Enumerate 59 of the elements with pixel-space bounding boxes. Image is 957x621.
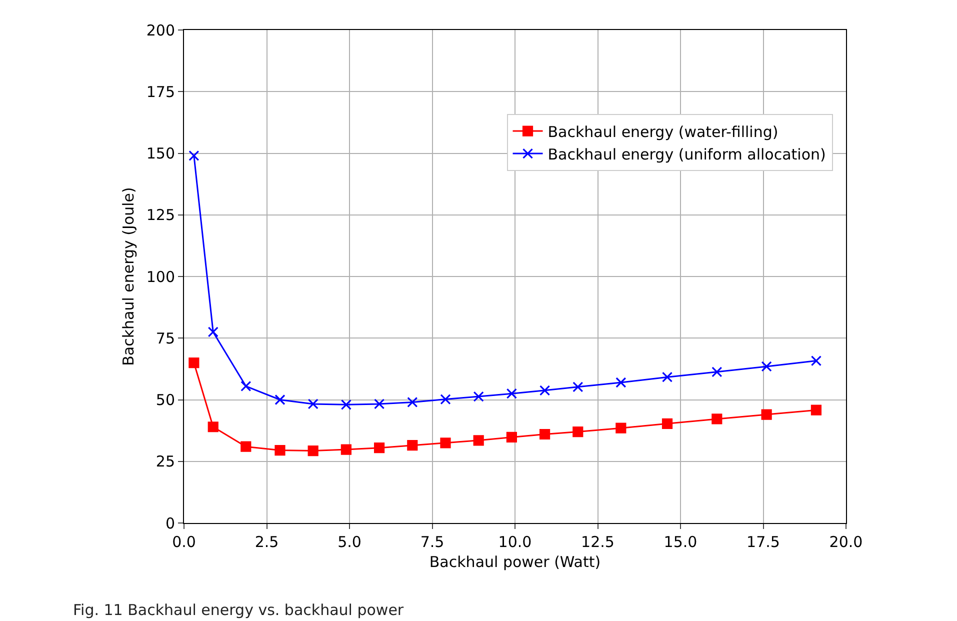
x-axis-title: Backhaul power (Watt)	[429, 553, 601, 571]
x-tick-label: 7.5	[420, 533, 444, 551]
x-tick-label: 5.0	[338, 533, 362, 551]
point	[240, 441, 252, 452]
y-tick-label: 150	[146, 144, 175, 162]
y-axis-title: Backhaul energy (Joule)	[120, 187, 138, 366]
point	[810, 404, 822, 416]
point	[274, 444, 286, 456]
point	[506, 432, 517, 443]
point	[308, 445, 318, 456]
point	[712, 366, 722, 378]
caption: Fig. 11 Backhaul energy vs. backhaul power	[73, 601, 404, 619]
point	[188, 357, 200, 368]
point	[208, 422, 218, 432]
legend-label: Backhaul energy (water-filling)	[548, 122, 778, 141]
point	[274, 394, 286, 406]
x-tick-label: 15.0	[664, 533, 698, 551]
point	[539, 385, 550, 396]
x-tick-label: 12.5	[581, 533, 614, 551]
point	[407, 440, 418, 451]
point	[340, 444, 352, 455]
point	[572, 382, 584, 392]
y-tick-label: 175	[146, 82, 175, 101]
point	[208, 326, 218, 338]
point	[240, 380, 252, 392]
legend-label: Backhaul energy (uniform allocation)	[548, 145, 826, 164]
point	[506, 388, 517, 399]
point	[308, 398, 318, 410]
point	[440, 438, 451, 448]
point	[662, 418, 673, 429]
point	[440, 394, 451, 405]
point	[473, 435, 484, 446]
point	[662, 372, 673, 382]
point	[473, 391, 484, 402]
y-tick-label: 75	[156, 329, 175, 348]
point	[761, 409, 772, 420]
y-tick-label: 100	[146, 268, 175, 286]
x-tick-label: 2.5	[254, 533, 279, 551]
point	[374, 398, 385, 410]
point	[188, 150, 200, 162]
y-tick-label: 125	[146, 206, 175, 224]
x-tick-label: 20.0	[829, 533, 863, 551]
point	[616, 377, 626, 388]
y-tick-label: 50	[156, 391, 175, 409]
point	[340, 399, 352, 410]
point	[539, 428, 550, 440]
point	[374, 442, 385, 454]
y-tick-label: 25	[156, 452, 175, 471]
y-tick-label: 0	[165, 514, 175, 532]
point	[572, 426, 584, 438]
x-tick-label: 10.0	[498, 533, 532, 551]
point	[761, 361, 772, 372]
point	[616, 422, 626, 434]
y-tick-label: 200	[146, 21, 175, 40]
point	[407, 396, 418, 408]
point	[712, 414, 722, 424]
x-tick-label: 0.0	[172, 533, 196, 551]
point	[810, 356, 822, 366]
x-tick-label: 17.5	[746, 533, 780, 551]
